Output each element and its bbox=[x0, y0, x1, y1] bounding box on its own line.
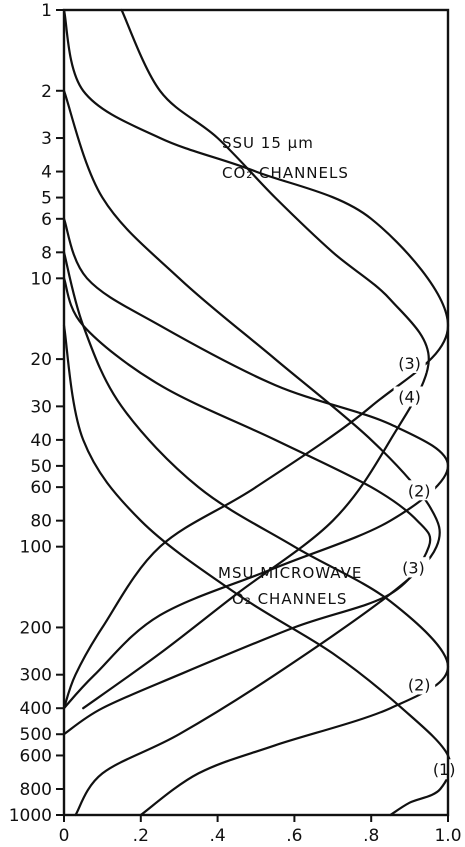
x-tick-label: .8 bbox=[363, 826, 379, 846]
series-label: (1) bbox=[433, 760, 456, 779]
series-line-ssu-1 bbox=[62, 217, 450, 710]
x-tick-label: .2 bbox=[133, 826, 149, 846]
y-tick-label: 40 bbox=[30, 431, 52, 451]
series-label: (3) bbox=[398, 354, 421, 373]
series-line-msu-6 bbox=[62, 324, 452, 817]
series-label-background bbox=[393, 386, 426, 407]
y-tick-label: 800 bbox=[20, 780, 52, 800]
y-tick-label: 10 bbox=[30, 269, 52, 289]
y-tick-label: 3 bbox=[41, 129, 52, 149]
curve-layer bbox=[62, 8, 452, 817]
msu-group-label-line1: MSU MICROWAVE bbox=[218, 564, 362, 582]
y-tick-label: 4 bbox=[41, 163, 52, 183]
series-label-background bbox=[428, 759, 461, 780]
y-tick-label: 5 bbox=[41, 189, 52, 209]
series-label: (3) bbox=[402, 558, 425, 577]
x-tick-label: 1.0 bbox=[434, 826, 461, 846]
y-tick-label: 80 bbox=[30, 512, 52, 532]
y-tick-label: 1000 bbox=[9, 806, 52, 826]
y-tick-label: 500 bbox=[20, 725, 52, 745]
series-label-background bbox=[403, 674, 436, 695]
ssu-group-label-line1: SSU 15 μm bbox=[222, 134, 314, 152]
ssu-group-label-line2: CO₂ CHANNELS bbox=[222, 164, 349, 182]
x-tick-label: .4 bbox=[209, 826, 225, 846]
plot-frame bbox=[62, 8, 450, 817]
y-tick-label: 6 bbox=[41, 210, 52, 230]
series-line-msu-5 bbox=[62, 251, 450, 817]
series-line-msu-3 bbox=[82, 8, 430, 710]
y-tick-label: 8 bbox=[41, 243, 52, 263]
y-tick-label: 50 bbox=[30, 457, 52, 477]
series-label: (2) bbox=[408, 481, 431, 500]
y-tick-label: 2 bbox=[41, 82, 52, 102]
series-label-background bbox=[393, 352, 426, 373]
y-tick-label: 200 bbox=[20, 618, 52, 638]
series-line-msu-4 bbox=[62, 89, 441, 817]
y-tick-label: 20 bbox=[30, 350, 52, 370]
y-tick-label: 300 bbox=[20, 666, 52, 686]
curve-label-layer: (3)(2)(1)(4)(3)(2)(1) bbox=[393, 352, 461, 780]
series-label: (2) bbox=[408, 675, 431, 694]
msu-group-label-line2: O₂ CHANNELS bbox=[232, 590, 347, 608]
y-tick-label: 100 bbox=[20, 538, 52, 558]
series-label: (4) bbox=[398, 387, 421, 406]
y-tick-label: 30 bbox=[30, 397, 52, 417]
x-tick-label: .6 bbox=[286, 826, 302, 846]
series-line-ssu-2 bbox=[62, 277, 432, 736]
y-tick-label: 1 bbox=[41, 1, 52, 21]
series-label-background bbox=[397, 557, 430, 578]
y-tick-label: 400 bbox=[20, 699, 52, 719]
x-tick-label: 0 bbox=[59, 826, 70, 846]
series-line-ssu-0 bbox=[62, 8, 450, 710]
series-label-background bbox=[403, 480, 436, 501]
y-tick-label: 60 bbox=[30, 478, 52, 498]
y-tick-label: 600 bbox=[20, 746, 52, 766]
